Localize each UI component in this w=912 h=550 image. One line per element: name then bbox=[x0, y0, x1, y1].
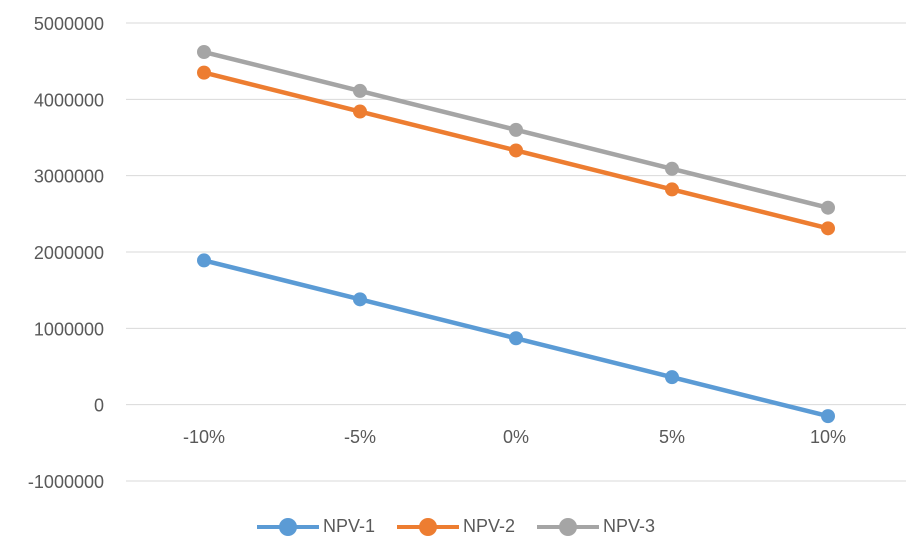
data-point bbox=[353, 83, 367, 98]
data-point bbox=[509, 122, 523, 137]
legend-label: NPV-3 bbox=[603, 516, 656, 536]
x-tick-label: -10% bbox=[183, 427, 225, 447]
data-point bbox=[353, 104, 367, 119]
legend-label: NPV-1 bbox=[322, 516, 375, 536]
legend-label: NPV-2 bbox=[462, 516, 516, 536]
data-point bbox=[353, 292, 367, 307]
y-tick-label: 5000000 bbox=[34, 14, 104, 34]
legend-item: NPV-2 bbox=[396, 516, 516, 537]
x-tick-label: 10% bbox=[810, 427, 846, 447]
data-point bbox=[509, 331, 523, 346]
data-point bbox=[197, 45, 211, 60]
data-point bbox=[665, 370, 679, 385]
series-npv-3 bbox=[197, 45, 835, 215]
data-point bbox=[665, 161, 679, 176]
x-tick-label: -5% bbox=[344, 427, 376, 447]
series-npv-2 bbox=[197, 65, 835, 236]
series-lines bbox=[197, 45, 835, 424]
data-point bbox=[197, 65, 211, 80]
y-tick-label: 2000000 bbox=[34, 243, 104, 263]
legend: NPV-1 NPV-2 NPV-3 bbox=[0, 516, 912, 537]
y-tick-label: 1000000 bbox=[34, 319, 104, 339]
gridlines bbox=[126, 22, 906, 482]
legend-item: NPV-3 bbox=[537, 516, 655, 537]
x-axis-tick-labels: -10% -5% 0% 5% 10% bbox=[183, 427, 846, 447]
y-tick-label: 4000000 bbox=[34, 90, 104, 110]
legend-swatch bbox=[537, 517, 600, 537]
y-tick-label: 3000000 bbox=[34, 167, 104, 187]
x-tick-label: 0% bbox=[503, 427, 529, 447]
data-point bbox=[197, 253, 211, 268]
y-tick-label: 0 bbox=[94, 396, 104, 416]
data-point bbox=[509, 143, 523, 158]
legend-swatch bbox=[396, 517, 459, 537]
data-point bbox=[821, 221, 835, 236]
series-npv-1 bbox=[197, 253, 835, 424]
y-tick-label: -1000000 bbox=[28, 472, 104, 492]
x-tick-label: 5% bbox=[659, 427, 685, 447]
data-point bbox=[821, 200, 835, 215]
legend-swatch bbox=[256, 517, 319, 537]
legend-item: NPV-1 bbox=[256, 516, 375, 537]
y-axis-tick-labels: -1000000 0 1000000 2000000 3000000 4000000 500… bbox=[28, 14, 104, 492]
data-point bbox=[665, 182, 679, 197]
data-point bbox=[821, 409, 835, 424]
